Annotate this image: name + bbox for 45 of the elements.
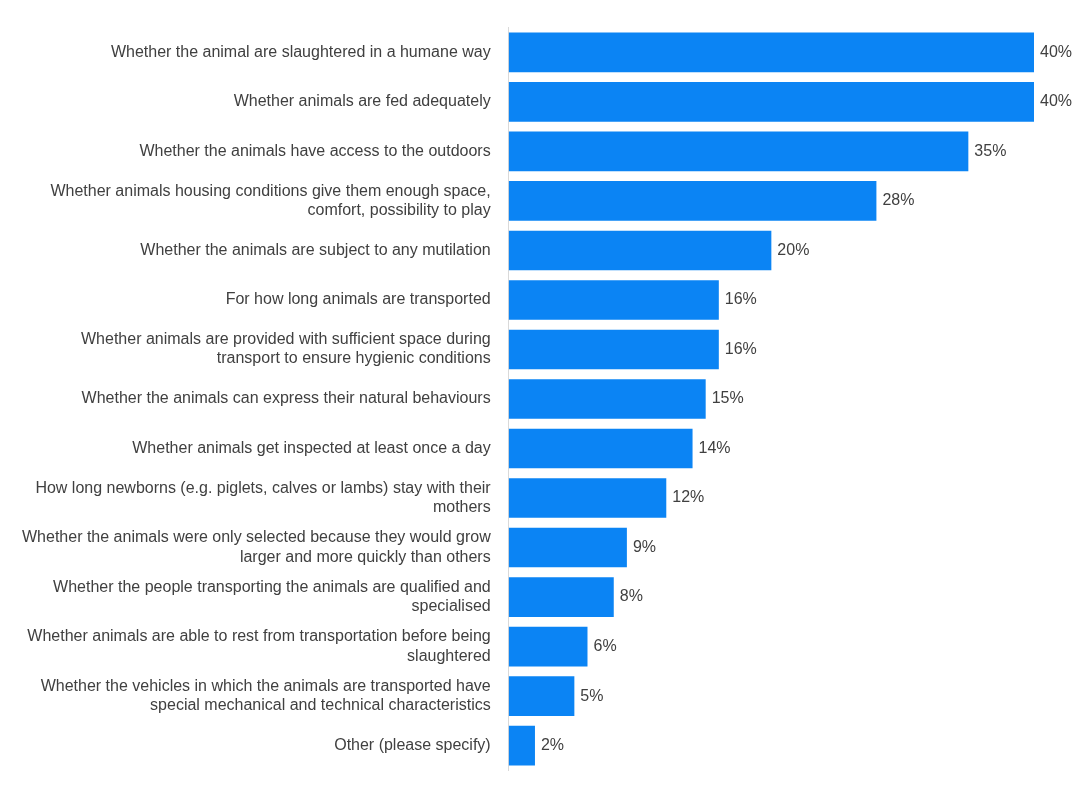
y-tick-label: Whether the animals are subject to any mutilation bbox=[140, 240, 491, 258]
data-label: 20% bbox=[777, 240, 810, 258]
bar bbox=[508, 329, 719, 370]
data-label: 14% bbox=[698, 438, 731, 456]
data-label: 2% bbox=[540, 736, 565, 754]
bar bbox=[508, 32, 1034, 73]
bar bbox=[508, 280, 719, 320]
bar bbox=[508, 626, 588, 667]
y-tick-label: Whether animals housing conditions give them enough space, comfort, possibility to play bbox=[50, 181, 491, 218]
bar bbox=[508, 82, 1034, 122]
y-tick-label: Whether the animals can express their natural behaviours bbox=[81, 389, 491, 407]
data-label: 6% bbox=[593, 637, 617, 655]
data-label: 16% bbox=[724, 339, 757, 357]
y-tick-label: For how long animals are transported bbox=[225, 290, 491, 308]
bar bbox=[508, 181, 877, 221]
y-tick-label: Whether the animal are slaughtered in a humane way bbox=[110, 42, 491, 60]
data-label: 8% bbox=[619, 587, 643, 605]
y-tick-label: Whether animals are fed adequately bbox=[233, 92, 491, 110]
y-tick-label: Whether animals are able to rest from transportation before being slaughtered bbox=[27, 627, 491, 664]
data-label: 35% bbox=[974, 141, 1007, 159]
bar bbox=[508, 230, 772, 271]
y-tick-label: Whether the vehicles in which the animals are transported have special mechanical and technical characteristics bbox=[40, 676, 491, 714]
data-label: 40% bbox=[1040, 92, 1073, 110]
bar bbox=[508, 379, 706, 419]
data-label: 12% bbox=[672, 488, 705, 506]
y-tick-label: How long newborns (e.g. piglets, calves or lambs) stay with their mothers bbox=[35, 478, 492, 516]
bar bbox=[508, 676, 575, 716]
bar bbox=[508, 428, 693, 469]
y-tick-label: Whether the animals have access to the outdoors bbox=[139, 141, 491, 159]
bar bbox=[508, 577, 614, 617]
data-label: 40% bbox=[1040, 42, 1073, 60]
data-label: 16% bbox=[724, 290, 757, 308]
bar bbox=[508, 527, 627, 568]
data-label: 28% bbox=[882, 191, 915, 209]
data-label: 15% bbox=[711, 389, 744, 407]
data-label: 5% bbox=[580, 686, 604, 704]
y-tick-label: Whether the people transporting the animals are qualified and specialised bbox=[53, 577, 491, 615]
bar bbox=[508, 131, 969, 172]
data-label: 9% bbox=[632, 537, 657, 555]
bar bbox=[508, 478, 667, 518]
y-tick-label: Other (please specify) bbox=[334, 736, 491, 754]
y-tick-label: Whether animals are provided with sufficient space during transport to ensure hygienic conditions bbox=[80, 330, 491, 367]
bar bbox=[508, 725, 535, 766]
y-tick-label: Whether animals get inspected at least once a day bbox=[132, 438, 491, 456]
y-tick-label: Whether the animals were only selected because they would grow larger and more quickly than others bbox=[21, 528, 492, 565]
